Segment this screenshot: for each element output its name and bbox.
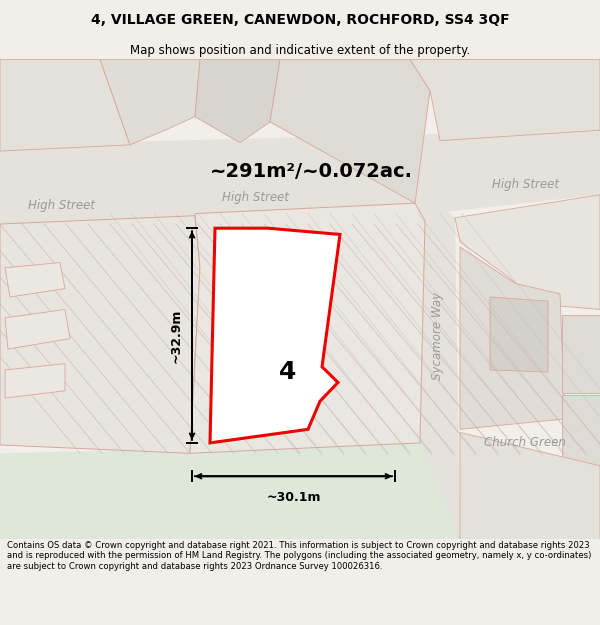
Text: Church Green: Church Green — [484, 436, 566, 449]
Polygon shape — [0, 216, 200, 453]
Polygon shape — [5, 309, 70, 349]
Text: ~291m²/~0.072ac.: ~291m²/~0.072ac. — [210, 162, 413, 181]
Polygon shape — [455, 195, 600, 309]
Text: High Street: High Street — [29, 199, 95, 212]
Polygon shape — [562, 395, 600, 466]
Text: ~32.9m: ~32.9m — [170, 308, 182, 362]
Polygon shape — [460, 432, 600, 541]
Polygon shape — [270, 59, 430, 203]
Polygon shape — [0, 130, 600, 224]
Polygon shape — [562, 315, 600, 393]
Polygon shape — [100, 59, 200, 145]
Polygon shape — [410, 59, 600, 141]
Polygon shape — [5, 262, 65, 297]
Text: ~30.1m: ~30.1m — [266, 491, 321, 504]
Polygon shape — [195, 59, 280, 142]
Text: 4: 4 — [280, 360, 296, 384]
Text: Map shows position and indicative extent of the property.: Map shows position and indicative extent… — [130, 44, 470, 57]
Polygon shape — [0, 59, 130, 151]
Polygon shape — [5, 364, 65, 398]
Text: High Street: High Street — [221, 191, 289, 204]
Text: Sycamore Way: Sycamore Way — [431, 291, 445, 379]
Polygon shape — [490, 297, 548, 372]
Polygon shape — [210, 228, 340, 443]
Text: Contains OS data © Crown copyright and database right 2021. This information is : Contains OS data © Crown copyright and d… — [7, 541, 592, 571]
Polygon shape — [405, 205, 460, 541]
Polygon shape — [190, 203, 425, 453]
Text: High Street: High Street — [491, 178, 559, 191]
Text: 4, VILLAGE GREEN, CANEWDON, ROCHFORD, SS4 3QF: 4, VILLAGE GREEN, CANEWDON, ROCHFORD, SS… — [91, 13, 509, 27]
Polygon shape — [460, 247, 565, 429]
Polygon shape — [0, 443, 460, 541]
